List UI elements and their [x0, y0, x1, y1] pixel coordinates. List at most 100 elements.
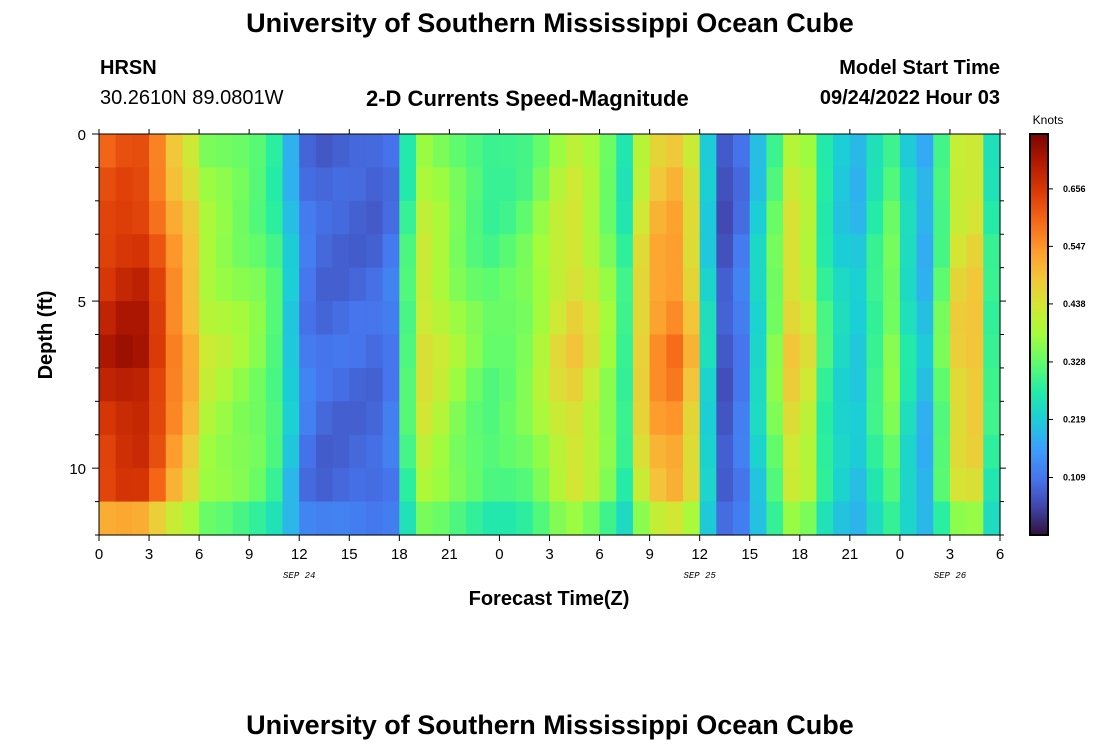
heatmap-cell [866, 334, 884, 369]
heatmap-cell [182, 334, 200, 369]
heatmap-cell [783, 301, 801, 336]
heatmap-cell [332, 401, 350, 436]
heatmap-cell [232, 234, 250, 269]
heatmap-cell [432, 234, 450, 269]
heatmap-cell [799, 234, 818, 269]
heatmap-cell [599, 134, 617, 169]
heatmap-cell [632, 134, 651, 169]
heatmap-cell [382, 167, 400, 202]
heatmap-cell [399, 367, 417, 402]
heatmap-cell [149, 267, 167, 302]
heatmap-cell [516, 301, 534, 336]
heatmap-cell [549, 401, 567, 436]
heatmap-cell [432, 367, 450, 402]
heatmap-cell [199, 301, 217, 336]
heatmap-cell [499, 234, 517, 269]
heatmap-cell [165, 200, 184, 235]
heatmap-cell [582, 367, 601, 402]
heatmap-cell [332, 134, 350, 169]
heatmap-cell [399, 200, 417, 235]
heatmap-cell [566, 434, 584, 469]
x-tick-label: 21 [841, 546, 858, 563]
heatmap-cell [549, 134, 567, 169]
heatmap-cell [866, 434, 884, 469]
heatmap-cell [315, 200, 334, 235]
heatmap-cell [833, 501, 851, 536]
heatmap-cell [115, 434, 133, 469]
heatmap-cell [933, 267, 951, 302]
heatmap-cell [716, 234, 734, 269]
heatmap-cell [282, 167, 300, 202]
heatmap-cell [966, 301, 984, 336]
heatmap-cell [399, 301, 417, 336]
heatmap-cell [365, 167, 384, 202]
heatmap-cell [766, 434, 784, 469]
heatmap-cell [649, 301, 667, 336]
heatmap-cell [482, 301, 501, 336]
heatmap-cell [349, 367, 367, 402]
heatmap-cell [232, 501, 250, 536]
heatmap-cell [532, 334, 551, 369]
heatmap-cell [499, 468, 517, 503]
heatmap-cell [566, 468, 584, 503]
heatmap-cell [199, 401, 217, 436]
heatmap-cell [933, 468, 951, 503]
heatmap-cell [232, 367, 250, 402]
heatmap-cell [566, 167, 584, 202]
heatmap-cell [649, 434, 667, 469]
heatmap-cell [799, 301, 818, 336]
heatmap-cell [733, 267, 751, 302]
heatmap-cell [899, 468, 918, 503]
heatmap-cell [399, 334, 417, 369]
heatmap-cell [182, 501, 200, 536]
heatmap-cell [883, 234, 901, 269]
heatmap-cell [549, 267, 567, 302]
heatmap-cell [215, 401, 234, 436]
heatmap-cell [265, 301, 284, 336]
heatmap-cell [466, 167, 484, 202]
heatmap-cell [199, 501, 217, 536]
heatmap-cell [616, 134, 634, 169]
colorbar-label: Knots [1033, 113, 1064, 127]
heatmap-cell [566, 134, 584, 169]
heatmap-cell [365, 134, 384, 169]
heatmap-cells [99, 134, 1001, 536]
heatmap-cell [749, 401, 768, 436]
heatmap-cell [416, 167, 434, 202]
heatmap-cell [983, 234, 1001, 269]
heatmap-cell [149, 301, 167, 336]
heatmap-cell [816, 401, 834, 436]
heatmap-cell [966, 167, 984, 202]
heatmap-cell [582, 234, 601, 269]
heatmap-cell [399, 234, 417, 269]
heatmap-cell [616, 501, 634, 536]
heatmap-cell [816, 334, 834, 369]
heatmap-cell [315, 468, 334, 503]
heatmap-cell [899, 401, 918, 436]
heatmap-cell [783, 234, 801, 269]
heatmap-cell [949, 501, 968, 536]
heatmap-cell [749, 267, 768, 302]
x-tick-label: 18 [391, 546, 408, 563]
heatmap-cell [933, 501, 951, 536]
heatmap-cell [482, 434, 501, 469]
heatmap-cell [866, 267, 884, 302]
y-tick-label: 5 [78, 294, 86, 311]
heatmap-cell [699, 267, 717, 302]
heatmap-cell [682, 367, 701, 402]
heatmap-cell [549, 468, 567, 503]
heatmap-cell [416, 301, 434, 336]
heatmap-cell [966, 200, 984, 235]
heatmap-cell [599, 334, 617, 369]
heatmap-cell [682, 134, 701, 169]
heatmap-cell [115, 234, 133, 269]
heatmap-cell [349, 301, 367, 336]
heatmap-cell [749, 200, 768, 235]
heatmap-cell [182, 434, 200, 469]
heatmap-cell [482, 468, 501, 503]
heatmap-cell [983, 401, 1001, 436]
heatmap-cell [532, 367, 551, 402]
x-tick-label: 12 [291, 546, 308, 563]
heatmap-cell [549, 301, 567, 336]
heatmap-cell [849, 267, 868, 302]
